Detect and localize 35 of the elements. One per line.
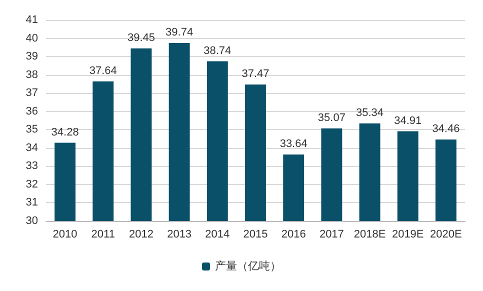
y-tick-label: 32 (26, 178, 38, 190)
x-tick-label: 2017 (319, 228, 344, 240)
data-label: 35.07 (318, 112, 346, 124)
x-tick-label: 2014 (205, 228, 230, 240)
x-tick-label: 2013 (167, 228, 192, 240)
y-tick-label: 31 (26, 196, 38, 209)
y-tick-label: 33 (26, 160, 38, 172)
y-tick-label: 37 (26, 87, 38, 100)
data-label: 34.28 (51, 126, 79, 138)
x-tick-label: 2012 (128, 228, 154, 240)
data-label: 34.91 (394, 114, 422, 127)
y-tick-label: 30 (26, 215, 38, 227)
y-tick-label: 34 (26, 142, 38, 154)
x-tick-label: 2010 (52, 228, 78, 240)
x-tick-label: 2018E (354, 228, 386, 240)
y-tick-label: 36 (26, 105, 38, 118)
data-label: 39.74 (166, 26, 194, 39)
legend-label: 产量（亿吨） (215, 260, 281, 272)
y-tick-label: 41 (26, 14, 38, 26)
data-label: 37.47 (242, 68, 270, 80)
data-label: 37.64 (89, 64, 117, 77)
data-label: 35.34 (356, 106, 384, 119)
data-label: 39.45 (127, 32, 155, 44)
x-tick-label: 2020E (430, 228, 462, 240)
x-tick-label: 2015 (243, 228, 268, 240)
y-tick-label: 38 (26, 68, 38, 81)
x-tick-label: 2016 (281, 228, 306, 240)
x-tick-label: 2019E (392, 228, 424, 240)
y-tick-label: 39 (26, 50, 38, 63)
data-label: 38.74 (204, 44, 232, 57)
y-tick-label: 35 (26, 124, 38, 136)
y-tick-label: 40 (26, 32, 38, 44)
data-label: 34.46 (432, 123, 460, 136)
data-label: 33.64 (280, 138, 308, 150)
x-tick-label: 2011 (91, 228, 115, 240)
